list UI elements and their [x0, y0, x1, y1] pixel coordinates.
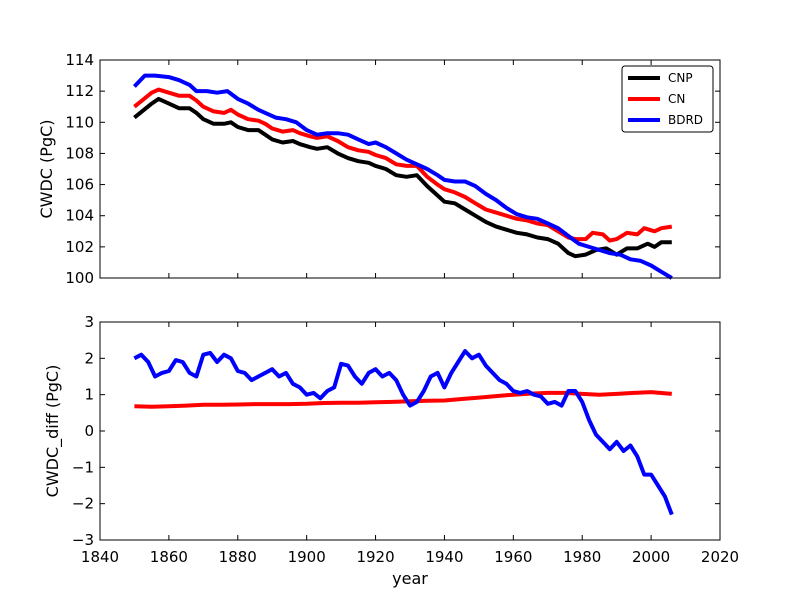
- bottom-plot-frame: [99, 321, 721, 541]
- y-tick-label: 112: [65, 82, 94, 100]
- y-tick-label: 1: [84, 386, 94, 404]
- y-tick-label: 0: [84, 422, 94, 440]
- bottom-ylabel: CWDC_diff (PgC): [43, 365, 63, 498]
- y-tick-label: 100: [65, 269, 94, 287]
- x-tick-label: 1900: [288, 548, 326, 566]
- y-tick-label: 2: [84, 349, 94, 367]
- top-series-group: [132, 73, 673, 280]
- legend-label-cnp: CNP: [668, 71, 693, 85]
- y-tick-label: 102: [65, 238, 94, 256]
- series-line-cnp: [133, 96, 672, 259]
- legend: CNP CN BDRD: [621, 65, 714, 133]
- x-tick-label: 1880: [219, 548, 257, 566]
- y-tick-label: 3: [84, 313, 94, 331]
- top-ylabel: CWDC (PgC): [37, 119, 56, 218]
- bottom-panel: 1840 1860 1880 1900 1920 1940 1960 1980 2000 2020…: [43, 313, 739, 588]
- y-tick-label: −2: [72, 495, 94, 513]
- x-tick-label: 1940: [425, 548, 463, 566]
- bottom-series-group: [133, 349, 674, 516]
- top-plot-frame: [99, 59, 721, 279]
- y-tick-label: −1: [72, 458, 94, 476]
- legend-label-bdrd: BDRD: [668, 113, 703, 127]
- y-tick-label: 104: [65, 207, 94, 225]
- x-tick-label: 1840: [81, 548, 119, 566]
- bottom-ticks: 1840 1860 1880 1900 1920 1940 1960 1980 2000 2020…: [72, 313, 739, 566]
- top-panel: 100 102 104 106 108 110 112 114 CWDC (PgC) CNP …: [37, 51, 721, 287]
- x-tick-label: 1920: [356, 548, 394, 566]
- y-tick-label: 110: [65, 113, 94, 131]
- y-tick-label: 106: [65, 176, 94, 194]
- series-line-bdrd-cnp: [133, 349, 674, 516]
- x-tick-label: 1980: [563, 548, 601, 566]
- y-tick-label: 114: [65, 51, 94, 69]
- bottom-xlabel: year: [392, 569, 428, 588]
- legend-label-cn: CN: [668, 92, 685, 106]
- x-tick-label: 1960: [494, 548, 532, 566]
- y-tick-label: 108: [65, 144, 94, 162]
- y-tick-label: −3: [72, 531, 94, 549]
- x-tick-label: 2000: [632, 548, 670, 566]
- series-line-bdrd: [132, 73, 673, 280]
- series-line-cn: [133, 87, 673, 243]
- x-tick-label: 1860: [150, 548, 188, 566]
- x-tick-label: 2020: [701, 548, 739, 566]
- top-ticks: 100 102 104 106 108 110 112 114: [65, 51, 721, 287]
- legend-box: [621, 65, 714, 133]
